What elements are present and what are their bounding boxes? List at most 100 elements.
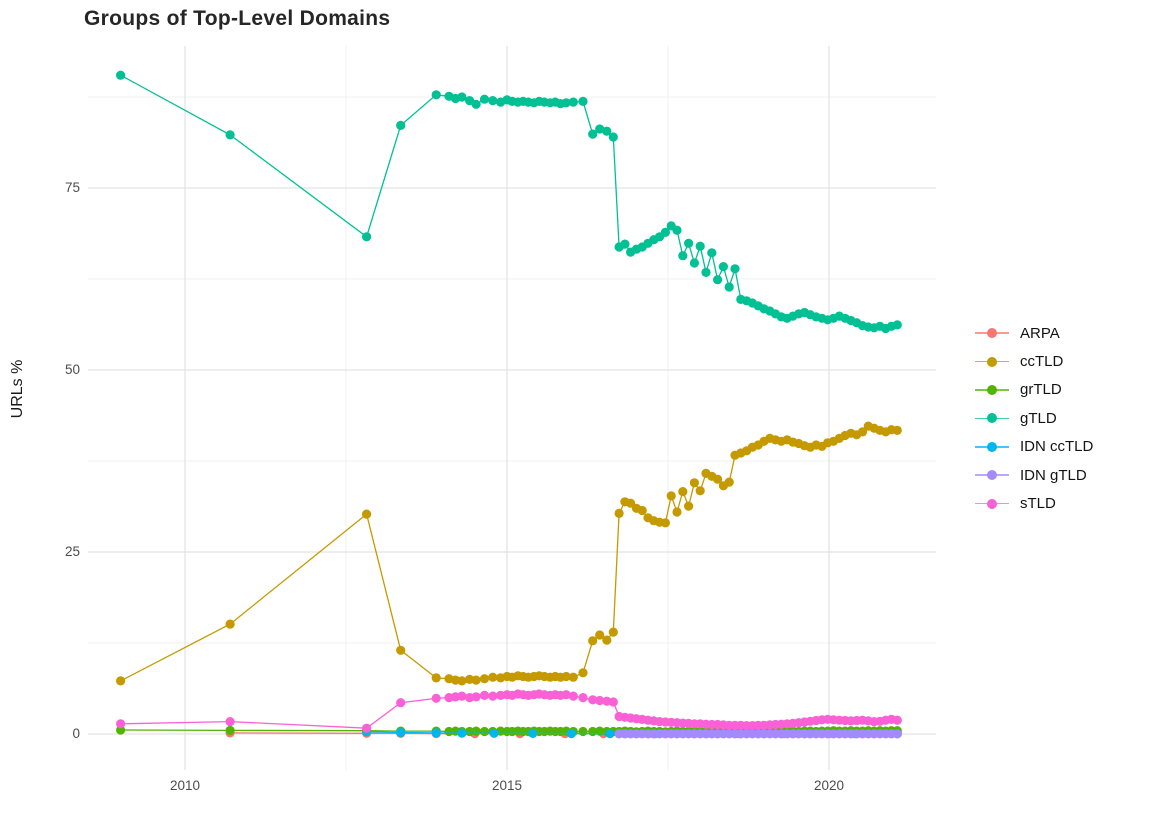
series-point-idn-cctld <box>605 729 615 739</box>
series-point-cctld <box>431 673 441 683</box>
series-point-cctld <box>678 487 688 497</box>
series-point-gtld <box>707 248 717 258</box>
series-point-stld <box>457 691 467 701</box>
series-point-gtld <box>602 126 612 136</box>
legend-key-arpa <box>973 319 1011 347</box>
series-point-grtld <box>479 726 490 737</box>
series-point-stld <box>892 715 902 725</box>
y-tick-25: 25 <box>64 544 80 559</box>
series-point-cctld <box>672 507 682 517</box>
series-point-gtld <box>362 232 372 242</box>
point-icon <box>987 470 997 481</box>
series-point-gtld <box>678 251 688 261</box>
point-icon <box>987 413 997 424</box>
series-point-gtld <box>479 94 490 104</box>
series-point-idn-cctld <box>528 728 538 739</box>
point-icon <box>987 356 997 367</box>
series-point-cctld <box>116 676 126 686</box>
series-point-stld <box>561 690 571 700</box>
series-point-cctld <box>666 491 676 501</box>
legend-item-stld: sTLD <box>973 489 1093 517</box>
series-point-gtld <box>718 262 729 272</box>
point-icon <box>987 384 997 395</box>
series-point-cctld <box>396 645 406 655</box>
series-point-stld <box>488 691 498 701</box>
series-point-gtld <box>471 99 481 109</box>
point-icon <box>987 328 997 339</box>
series-point-gtld <box>396 120 406 130</box>
series-point-cctld <box>892 425 902 435</box>
series-point-gtld <box>730 264 740 274</box>
series-point-gtld <box>892 320 902 330</box>
legend-key-idn-cctld <box>973 433 1011 461</box>
series-point-gtld <box>689 258 700 268</box>
series-point-cctld <box>561 671 571 682</box>
legend-key-grtld <box>973 376 1011 404</box>
legend-item-idn-gtld: IDN gTLD <box>973 461 1093 489</box>
series-point-gtld <box>620 239 630 249</box>
series-point-gtld <box>595 124 605 134</box>
series-point-gtld <box>561 98 571 108</box>
series-point-cctld <box>578 668 588 678</box>
series-point-cctld <box>608 627 618 637</box>
series-point-gtld <box>695 241 705 251</box>
series-point-gtld <box>488 96 498 106</box>
y-tick-0: 0 <box>72 726 80 741</box>
series-point-gtld <box>713 275 723 285</box>
series-point-stld <box>362 723 372 733</box>
legend-item-grtld: grTLD <box>973 376 1093 404</box>
series-point-stld <box>471 692 481 702</box>
legend-key-gtld <box>973 404 1011 432</box>
series-point-cctld <box>614 508 624 518</box>
series-point-cctld <box>637 505 647 516</box>
series-point-cctld <box>724 477 734 487</box>
series-point-gtld <box>724 282 734 292</box>
series-point-stld <box>479 690 490 701</box>
series-point-cctld <box>602 635 612 645</box>
legend-key-idn-gtld <box>973 461 1011 489</box>
series-point-gtld <box>660 227 671 237</box>
legend-item-gtld: gTLD <box>973 404 1093 432</box>
series-point-stld <box>588 695 598 705</box>
series-point-cctld <box>695 486 705 496</box>
series-point-grtld <box>225 725 235 736</box>
series-point-idn-cctld <box>431 728 441 738</box>
point-icon <box>987 498 997 509</box>
legend-label-idn-cctld: IDN ccTLD <box>1020 438 1094 456</box>
series-point-cctld <box>568 672 578 682</box>
series-point-gtld <box>457 92 467 102</box>
series-point-idn-cctld <box>566 728 577 739</box>
legend-label-stld: sTLD <box>1020 495 1056 513</box>
series-point-gtld <box>672 225 682 235</box>
series-point-cctld <box>362 509 372 519</box>
series-point-stld <box>431 693 441 703</box>
series-point-gtld <box>608 132 618 142</box>
series-point-stld <box>608 697 618 707</box>
legend-key-cctld <box>973 348 1011 376</box>
series-point-stld <box>568 691 578 701</box>
series-point-stld <box>578 693 588 703</box>
series-point-cctld <box>684 501 694 511</box>
series-point-gtld <box>578 96 588 106</box>
series-point-gtld <box>225 130 235 140</box>
y-tick-50: 50 <box>64 362 80 377</box>
legend-label-cctld: ccTLD <box>1020 353 1064 371</box>
legend-label-arpa: ARPA <box>1020 324 1060 342</box>
series-point-gtld <box>701 267 711 277</box>
series-point-stld <box>595 695 605 706</box>
series-point-gtld <box>684 238 694 248</box>
legend-item-arpa: ARPA <box>973 319 1093 347</box>
y-tick-75: 75 <box>64 180 80 195</box>
series-point-grtld <box>578 726 588 737</box>
series-point-grtld <box>471 726 481 736</box>
series-point-stld <box>225 717 235 727</box>
legend-label-idn-gtld: IDN gTLD <box>1020 466 1087 484</box>
chart-title: Groups of Top-Level Domains <box>84 7 391 30</box>
x-tick-2020: 2020 <box>813 778 845 793</box>
series-point-stld <box>116 719 126 729</box>
series-line-gtld <box>120 74 898 330</box>
series-point-stld <box>396 698 406 708</box>
legend-label-gtld: gTLD <box>1020 409 1057 427</box>
